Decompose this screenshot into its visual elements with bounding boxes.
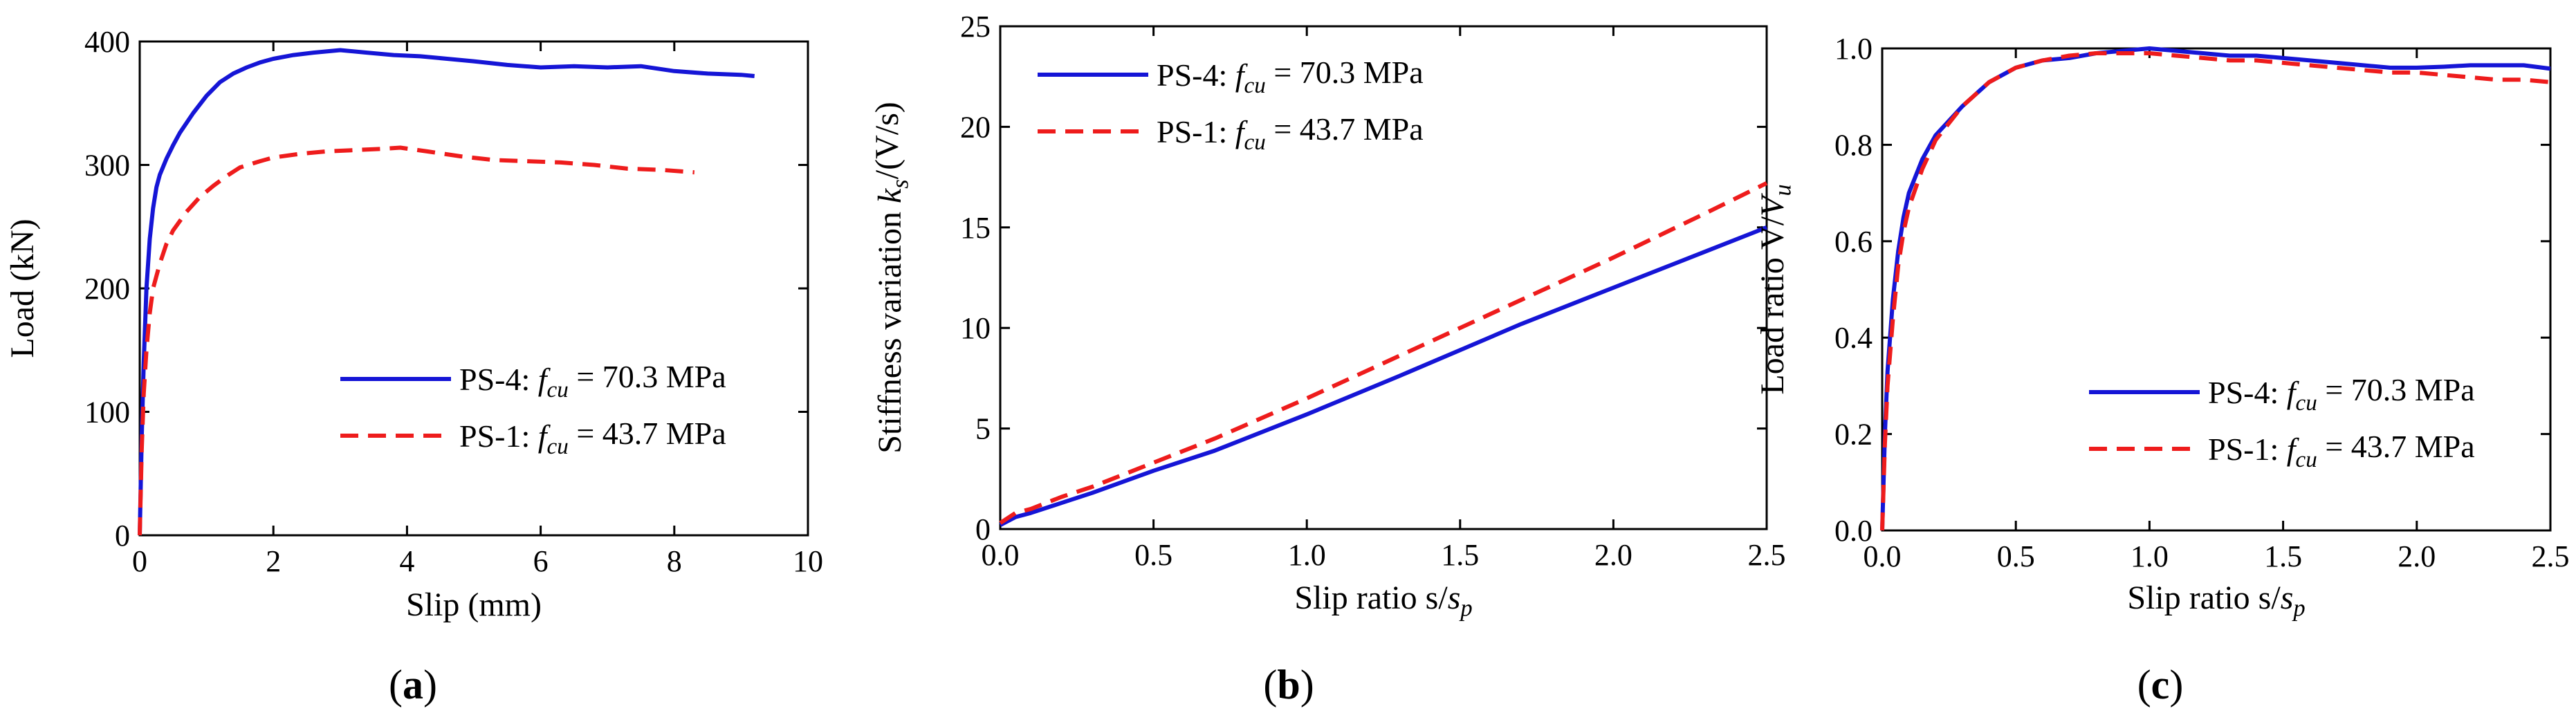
x-tick-label-c: 0.0 <box>1864 539 1902 573</box>
y-tick-label-c: 0.0 <box>1834 514 1873 548</box>
panel-b-label: (b) <box>1263 662 1314 707</box>
plot-frame-b <box>999 25 1768 530</box>
legend-label-ps-1-a: PS-1: fcu​ = 43.7 MPa <box>459 416 726 459</box>
legend-label-ps-4-b: PS-4: fcu​ = 70.3 MPa <box>1157 55 1424 98</box>
y-tick-label-a: 300 <box>84 149 130 183</box>
x-tick-label-a: 2 <box>266 544 281 578</box>
y-axis-title-a: Load (kN) <box>4 219 41 358</box>
x-axis-title-c: Slip ratio s/sp​ <box>2127 580 2305 621</box>
y-tick-label-c: 0.8 <box>1834 128 1873 162</box>
x-tick-label-b: 1.0 <box>1288 538 1326 572</box>
x-tick-label-a: 0 <box>132 544 147 578</box>
series-line-ps-4-a <box>138 48 755 536</box>
panel-b-chart: 0.0 0.5 1.0 1.5 2.0 2.5 0 5 10 15 20 25 Slip ratio s… <box>869 10 1786 621</box>
series-line-ps-1-a <box>138 145 695 536</box>
x-axis-title-b: Slip ratio s/sp​ <box>1294 580 1472 621</box>
legend-label-ps-1-b: PS-1: fcu​ = 43.7 MPa <box>1157 111 1424 155</box>
y-tick-label-b: 5 <box>975 412 991 446</box>
plot-frame-a <box>138 40 809 537</box>
x-tick-label-c: 2.0 <box>2398 539 2436 573</box>
y-tick-label-b: 15 <box>960 211 991 245</box>
legend-label-ps-4-c: PS-4: fcu​ = 70.3 MPa <box>2208 372 2475 416</box>
legend-label-ps-4-a: PS-4: fcu​ = 70.3 MPa <box>459 359 726 402</box>
x-tick-label-b: 1.5 <box>1441 538 1479 572</box>
y-tick-label-b: 10 <box>960 311 991 345</box>
x-tick-label-c: 0.5 <box>1997 539 2035 573</box>
x-tick-label-b: 2.0 <box>1594 538 1632 572</box>
series-line-ps-1-b <box>999 181 1768 525</box>
panel-a-label: (a) <box>389 662 437 707</box>
x-tick-label-c: 1.0 <box>2131 539 2169 573</box>
y-tick-label-b: 0 <box>975 512 991 546</box>
plot-frame-c <box>1881 47 2552 532</box>
x-tick-label-c: 2.5 <box>2532 539 2570 573</box>
y-tick-label-a: 400 <box>84 25 130 59</box>
y-axis-title-c: Load ratio V/Vu​ <box>1754 184 1796 394</box>
legend-label-ps-1-c: PS-1: fcu​ = 43.7 MPa <box>2208 429 2475 472</box>
x-tick-label-a: 10 <box>793 544 823 578</box>
y-tick-label-a: 0 <box>115 519 130 553</box>
y-tick-label-a: 100 <box>84 396 130 429</box>
x-tick-label-b: 0.5 <box>1134 538 1172 572</box>
y-tick-label-b: 25 <box>960 10 991 44</box>
x-tick-label-b: 2.5 <box>1748 538 1786 572</box>
series-line-ps-4-b <box>999 225 1768 527</box>
series-line-ps-4-c <box>1880 46 2551 531</box>
panel-c-label: (c) <box>2137 662 2184 707</box>
x-tick-label-c: 1.5 <box>2264 539 2302 573</box>
x-tick-label-a: 6 <box>533 544 549 578</box>
panel-c-chart: 0.0 0.5 1.0 1.5 2.0 2.5 0.0 0.2 0.4 0.6 0.8 1.0 Slip… <box>1754 32 2570 621</box>
y-tick-label-a: 200 <box>84 272 130 306</box>
x-tick-label-b: 0.0 <box>982 538 1020 572</box>
x-axis-title-a: Slip (mm) <box>406 586 542 623</box>
y-tick-label-b: 20 <box>960 110 991 144</box>
y-tick-label-c: 0.2 <box>1834 418 1873 452</box>
x-tick-label-a: 4 <box>399 544 414 578</box>
y-tick-label-c: 0.6 <box>1834 225 1873 259</box>
y-axis-title-b: Stiffness variation ks​/(V/s) <box>869 102 913 453</box>
x-tick-label-a: 8 <box>667 544 682 578</box>
y-tick-label-c: 0.4 <box>1834 321 1873 355</box>
y-tick-label-c: 1.0 <box>1834 32 1873 66</box>
